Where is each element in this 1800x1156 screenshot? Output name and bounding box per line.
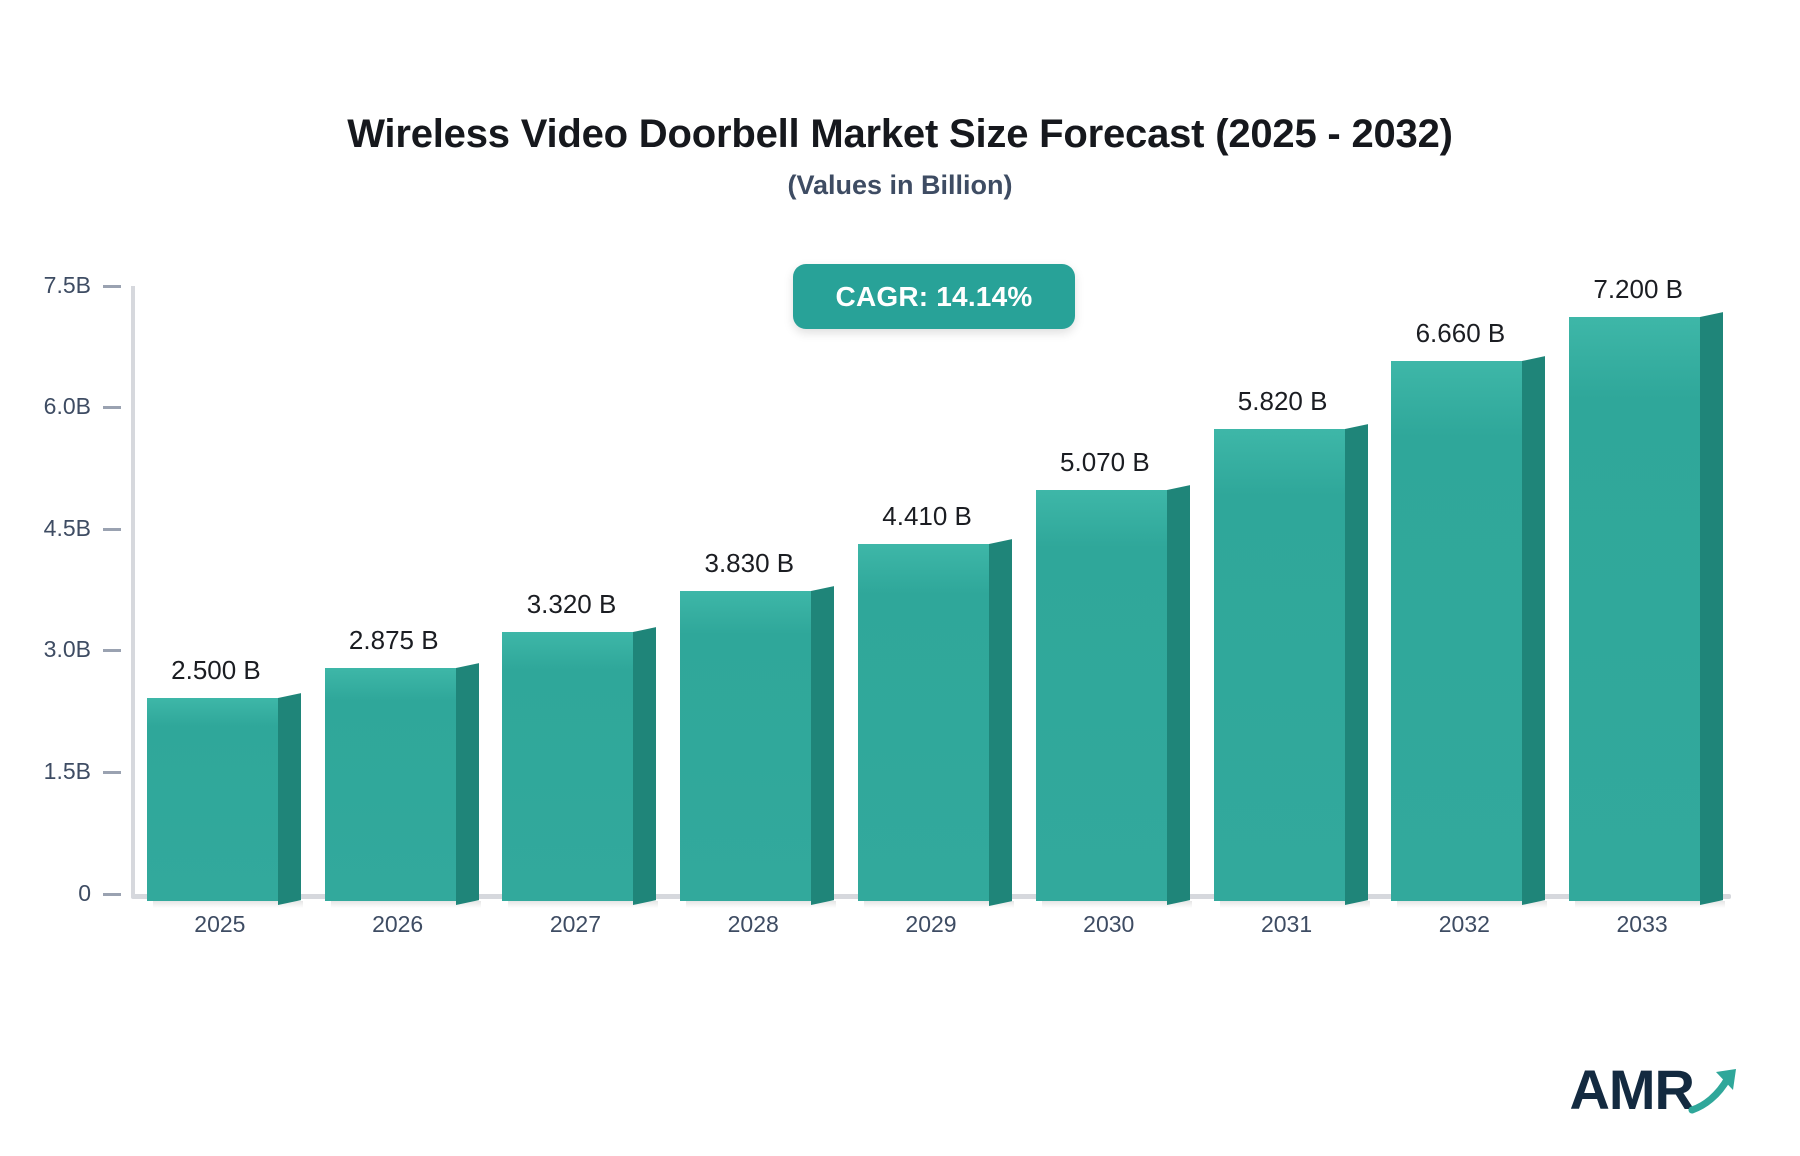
bar-2027[interactable]: 3.320 B: [502, 589, 659, 908]
bar-value-label: 7.200 B: [1593, 274, 1684, 305]
y-tick-mark: [103, 527, 121, 531]
bar-value-label: 5.820 B: [1237, 386, 1328, 417]
y-tick-label: 6.0B: [43, 393, 91, 420]
amr-logo: AMR: [1569, 1048, 1744, 1118]
y-tick-label: 4.5B: [43, 514, 91, 541]
y-axis-line: [131, 286, 135, 896]
y-tick-mark: [103, 770, 121, 774]
x-tick-label-2031: 2031: [1260, 911, 1313, 937]
bar-value-label: 4.410 B: [882, 500, 972, 531]
bar-value-label: 3.320 B: [526, 588, 617, 619]
x-tick-label-2032: 2032: [1438, 911, 1490, 937]
bar-front-face: [324, 667, 456, 901]
bar-front-face: [1213, 429, 1345, 901]
bar-value-label: 5.070 B: [1060, 447, 1150, 477]
bar-front-face: [680, 590, 812, 901]
bar-front-face: [1391, 361, 1523, 901]
bar-shadow: [1219, 901, 1370, 908]
bar-front-face: [1035, 490, 1167, 901]
bar-side-face: [277, 693, 301, 905]
bar-2026[interactable]: 2.875 B: [324, 625, 481, 908]
bar-shadow: [508, 901, 659, 908]
bar-2033[interactable]: 7.200 B: [1569, 274, 1726, 908]
y-tick-mark: [103, 284, 121, 288]
x-tick-label-2030: 2030: [1083, 911, 1135, 937]
chart-title: Wireless Video Doorbell Market Size Fore…: [347, 112, 1453, 156]
bar-value-label: 2.875 B: [348, 624, 439, 655]
bar-side-face: [989, 538, 1012, 905]
bar-shadow: [1575, 901, 1726, 908]
cagr-badge: CAGR: 14.14%: [793, 264, 1075, 329]
bar-2029[interactable]: 4.410 B: [858, 501, 1014, 908]
bar-2032[interactable]: 6.660 B: [1391, 318, 1548, 908]
bar-value-label: 3.830 B: [704, 547, 795, 578]
bar-2028[interactable]: 3.830 B: [680, 548, 837, 908]
amr-logo-text: AMR: [1569, 1058, 1695, 1121]
x-tick-label-2033: 2033: [1616, 911, 1668, 937]
bar-2031[interactable]: 5.820 B: [1213, 386, 1370, 908]
chart-subtitle: (Values in Billion): [787, 170, 1013, 200]
bar-value-label: 6.660 B: [1415, 318, 1506, 349]
x-tick-label-2025: 2025: [194, 911, 246, 937]
y-tick-mark: [103, 406, 121, 410]
bar-side-face: [633, 626, 657, 905]
cagr-badge-label: CAGR: 14.14%: [835, 280, 1033, 312]
bar-front-face: [502, 631, 634, 901]
bar-side-face: [1166, 485, 1190, 905]
y-tick-mark: [103, 892, 121, 896]
x-tick-label-2027: 2027: [549, 911, 602, 937]
y-tick-label: 1.5B: [43, 757, 91, 784]
plot-area: 2.500 B 2.875 B 3.320 B 3.830 B 4.410 B 5.070…: [131, 274, 1731, 937]
bar-side-face: [1700, 312, 1724, 905]
x-tick-label-2026: 2026: [372, 911, 424, 937]
bar-side-face: [1344, 424, 1368, 905]
x-tick-label-2029: 2029: [905, 911, 957, 937]
bar-side-face: [1522, 356, 1546, 905]
bar-shadow: [1041, 901, 1192, 908]
bar-front-face: [1569, 317, 1701, 901]
bar-shadow: [864, 901, 1014, 908]
bar-2030[interactable]: 5.070 B: [1035, 447, 1192, 908]
trend-arrow-up-icon: [1688, 1062, 1744, 1118]
bar-shadow: [1397, 901, 1548, 908]
y-tick-mark: [103, 649, 121, 653]
bar-shadow: [152, 901, 303, 908]
bar-shadow: [330, 901, 481, 908]
bar-side-face: [455, 663, 479, 905]
bar-2025[interactable]: 2.500 B: [146, 655, 303, 908]
y-tick-label: 7.5B: [43, 271, 91, 298]
x-tick-label-2028: 2028: [727, 911, 779, 937]
y-tick-label: 0: [78, 879, 91, 906]
bar-front-face: [146, 698, 278, 901]
bar-value-label: 2.500 B: [171, 655, 261, 686]
bar-shadow: [686, 901, 837, 908]
bar-side-face: [811, 585, 835, 905]
bar-front-face: [858, 543, 989, 901]
y-tick-label: 3.0B: [43, 636, 91, 663]
